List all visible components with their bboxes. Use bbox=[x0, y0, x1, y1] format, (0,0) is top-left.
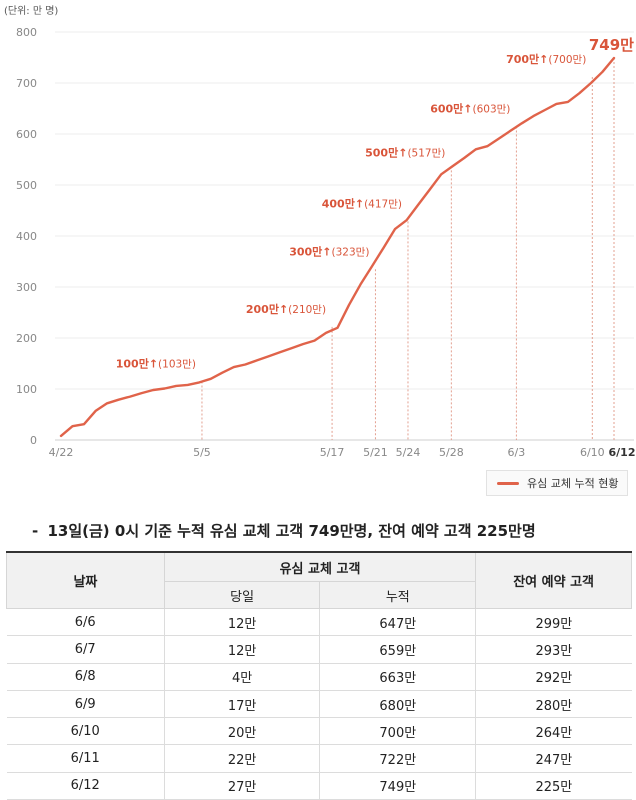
x-tick-label: 5/5 bbox=[193, 446, 211, 459]
y-tick-label: 300 bbox=[16, 281, 37, 294]
cell-remaining: 292만 bbox=[475, 663, 632, 691]
y-tick-label: 500 bbox=[16, 179, 37, 192]
series-line bbox=[59, 56, 616, 438]
x-tick-label: 4/22 bbox=[49, 446, 74, 459]
cell-date: 6/11 bbox=[6, 744, 165, 773]
chart-legend: 유심 교체 누적 현황 bbox=[486, 470, 628, 496]
cell-date: 6/8 bbox=[6, 663, 165, 691]
cell-remaining: 299만 bbox=[475, 608, 632, 637]
end-value-label: 749만 bbox=[589, 36, 634, 54]
subheading-dash: - bbox=[32, 522, 39, 540]
cell-daily: 27만 bbox=[163, 772, 320, 800]
milestone-label: 300만↑(323만) bbox=[289, 244, 369, 258]
milestone-label: 500만↑(517만) bbox=[365, 145, 445, 159]
cell-cumulative: 659만 bbox=[319, 635, 476, 664]
milestone-label-main: 300만↑ bbox=[289, 244, 331, 258]
y-tick-label: 800 bbox=[16, 26, 37, 39]
milestone-label-value: (517만) bbox=[407, 147, 445, 159]
x-tick-label: 5/21 bbox=[363, 446, 388, 459]
cell-remaining: 280만 bbox=[475, 690, 632, 719]
milestone-label-main: 500만↑ bbox=[365, 145, 407, 159]
cell-date: 6/6 bbox=[6, 608, 165, 637]
header-usim-group: 유심 교체 고객 bbox=[163, 551, 477, 582]
milestone-label-value: (210만) bbox=[288, 304, 326, 316]
milestone-label-main: 600만↑ bbox=[430, 101, 472, 115]
milestone-label-main: 200만↑ bbox=[246, 302, 288, 316]
cell-remaining: 293만 bbox=[475, 635, 632, 664]
milestone-label: 100만↑(103만) bbox=[116, 356, 196, 370]
y-tick-label: 200 bbox=[16, 332, 37, 345]
unit-label: (단위: 만 명) bbox=[4, 6, 59, 17]
cell-cumulative: 647만 bbox=[319, 608, 476, 637]
cell-date: 6/10 bbox=[6, 717, 165, 746]
table-row: 6/7 12만 659만 293만 bbox=[6, 635, 632, 664]
legend-swatch bbox=[497, 481, 519, 485]
summary-subheading: - 13일(금) 0시 기준 누적 유심 교체 고객 749만명, 잔여 예약 … bbox=[32, 520, 536, 541]
milestone-label-value: (323만) bbox=[332, 246, 370, 258]
cell-daily: 20만 bbox=[163, 717, 320, 746]
milestone-label: 400만↑(417만) bbox=[322, 196, 402, 210]
cell-remaining: 225만 bbox=[475, 772, 632, 800]
milestone-label-main: 400만↑ bbox=[322, 196, 364, 210]
x-tick-label: 6/12 bbox=[609, 446, 636, 459]
y-tick-label: 600 bbox=[16, 128, 37, 141]
legend-label: 유심 교체 누적 현황 bbox=[527, 477, 619, 490]
cell-cumulative: 749만 bbox=[319, 772, 476, 800]
y-tick-label: 700 bbox=[16, 77, 37, 90]
x-tick-label: 5/17 bbox=[320, 446, 345, 459]
table-row: 6/12 27만 749만 225만 bbox=[6, 772, 632, 800]
cell-cumulative: 722만 bbox=[319, 744, 476, 773]
header-cumulative: 누적 bbox=[319, 581, 477, 609]
milestone-label: 700만↑(700만) bbox=[506, 52, 586, 66]
milestone-label-value: (417만) bbox=[364, 198, 402, 210]
usim-replacement-table: 날짜 유심 교체 고객 잔여 예약 고객 당일 누적 6/6 12만 647만 299… bbox=[6, 551, 632, 800]
cell-remaining: 247만 bbox=[475, 744, 632, 773]
cell-remaining: 264만 bbox=[475, 717, 632, 746]
cell-date: 6/7 bbox=[6, 635, 165, 664]
cell-date: 6/12 bbox=[6, 772, 165, 800]
milestone-label-main: 700만↑ bbox=[506, 52, 548, 66]
x-tick-label: 5/24 bbox=[396, 446, 421, 459]
cell-cumulative: 700만 bbox=[319, 717, 476, 746]
cumulative-usim-line-chart: 0 100 200 300 400 500 600 700 800 4/22 5/5 5/17 5/21… bbox=[16, 26, 636, 459]
table-row: 6/8 4만 663만 292만 bbox=[6, 663, 632, 691]
milestone-label: 200만↑(210만) bbox=[246, 302, 326, 316]
cell-daily: 17만 bbox=[163, 690, 320, 719]
milestone-label-main: 100만↑ bbox=[116, 356, 158, 370]
header-daily: 당일 bbox=[163, 581, 321, 609]
milestone-label-value: (700만) bbox=[548, 54, 586, 66]
y-tick-label: 0 bbox=[30, 434, 37, 447]
y-tick-label: 100 bbox=[16, 383, 37, 396]
subheading-text: 13일(금) 0시 기준 누적 유심 교체 고객 749만명, 잔여 예약 고객… bbox=[47, 522, 536, 540]
table-row: 6/11 22만 722만 247만 bbox=[6, 744, 632, 773]
cell-cumulative: 663만 bbox=[319, 663, 476, 691]
cell-date: 6/9 bbox=[6, 690, 165, 719]
table-row: 6/10 20만 700만 264만 bbox=[6, 717, 632, 746]
cell-cumulative: 680만 bbox=[319, 690, 476, 719]
cell-daily: 22만 bbox=[163, 744, 320, 773]
milestone-label-value: (103만) bbox=[158, 358, 196, 370]
milestone-label-value: (603만) bbox=[473, 103, 511, 115]
cell-daily: 4만 bbox=[163, 663, 320, 691]
cell-daily: 12만 bbox=[163, 635, 320, 664]
header-date: 날짜 bbox=[6, 551, 165, 609]
x-tick-label: 5/28 bbox=[439, 446, 464, 459]
x-tick-label: 6/3 bbox=[508, 446, 526, 459]
table-row: 6/9 17만 680만 280만 bbox=[6, 690, 632, 719]
y-tick-label: 400 bbox=[16, 230, 37, 243]
x-tick-label: 6/10 bbox=[580, 446, 605, 459]
milestone-label: 600만↑(603만) bbox=[430, 101, 510, 115]
cell-daily: 12만 bbox=[163, 608, 320, 637]
header-remaining: 잔여 예약 고객 bbox=[475, 551, 632, 609]
table-row: 6/6 12만 647만 299만 bbox=[6, 608, 632, 637]
